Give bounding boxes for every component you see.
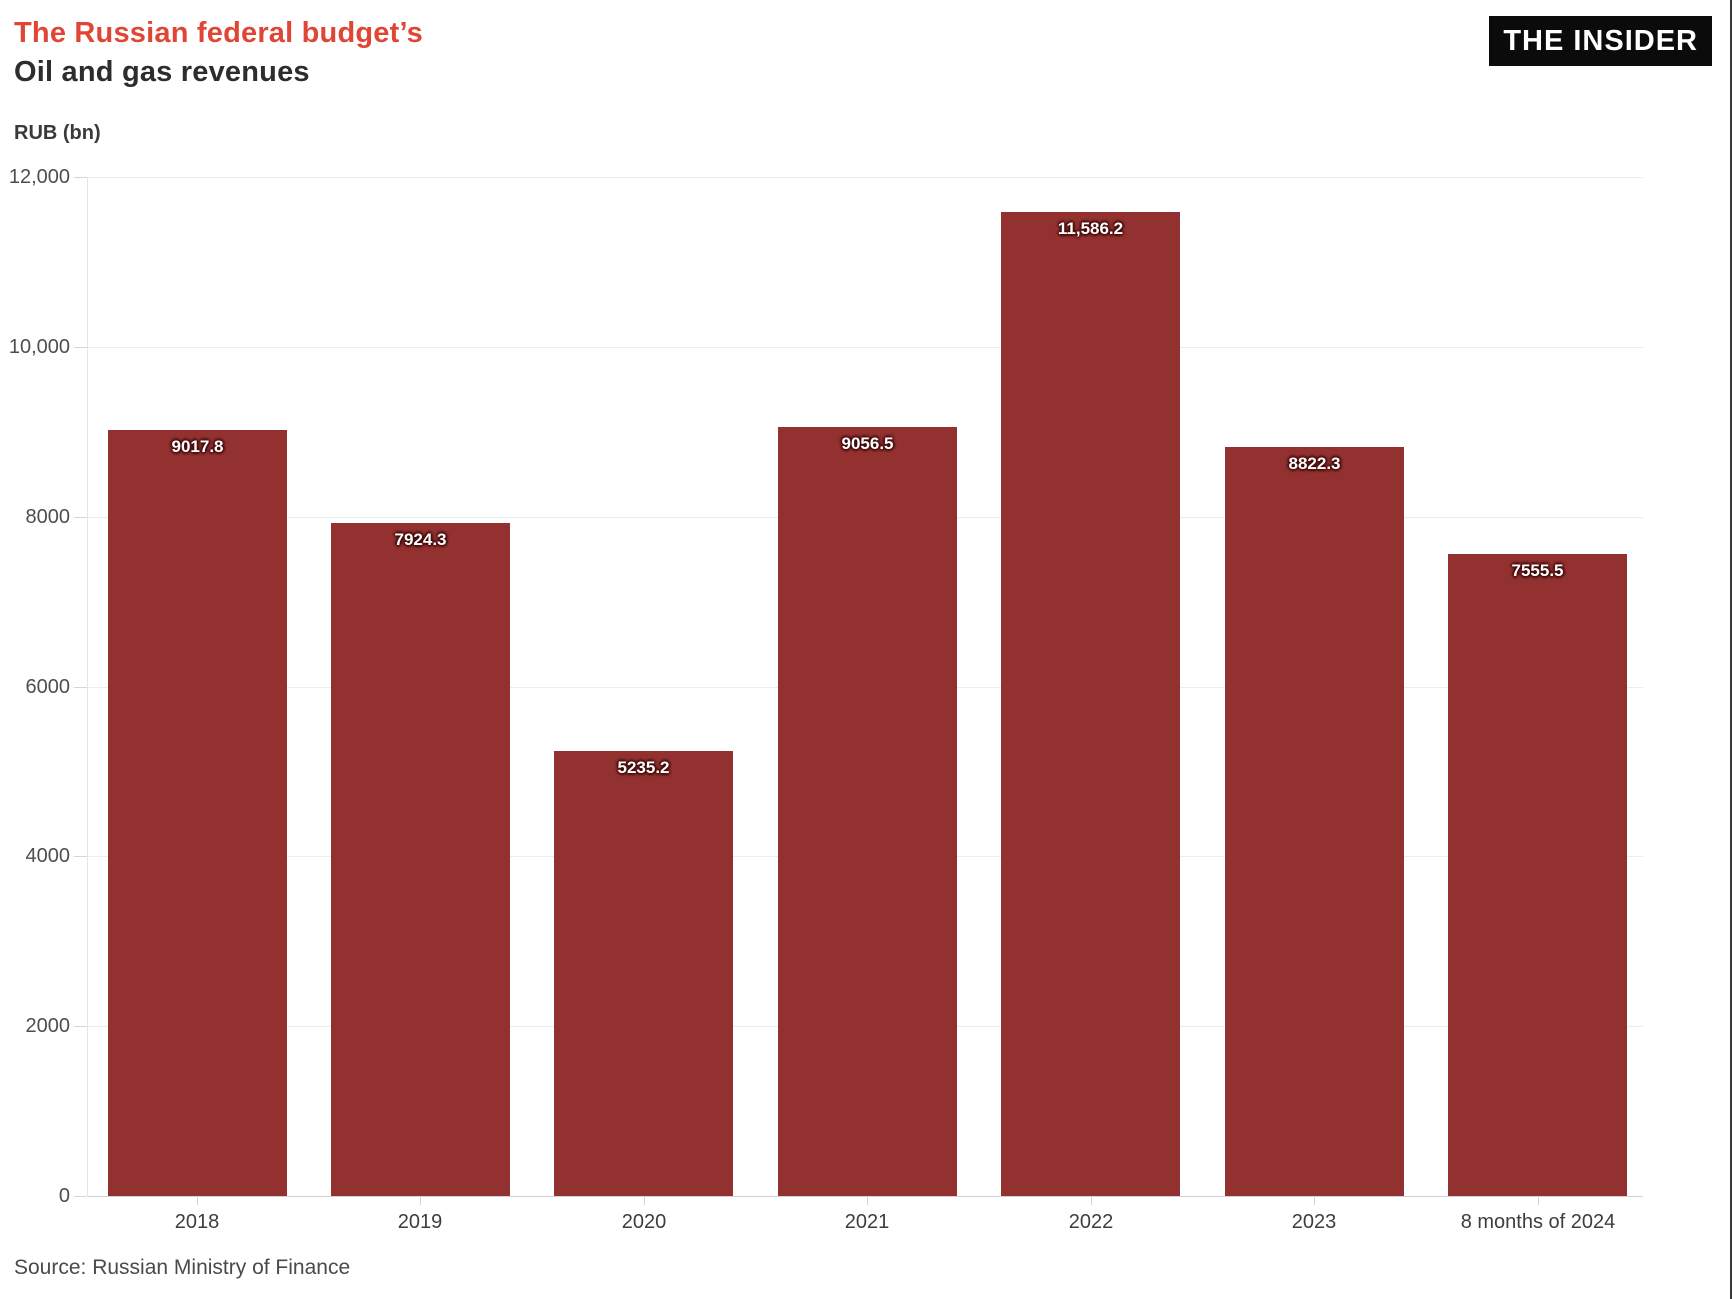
bar-value-label: 9056.5: [841, 434, 894, 453]
y-axis-tick: [74, 177, 87, 178]
bar-8 months of 2024: [1448, 554, 1627, 1196]
y-axis-tick: [74, 686, 87, 688]
bar-value-label: 7924.3: [394, 530, 447, 549]
y-tick-label: 8000: [25, 505, 71, 528]
y-tick-label: 0: [58, 1185, 70, 1207]
bar-value-label: 11,586.2: [1057, 219, 1124, 238]
y-axis-tick: [74, 346, 87, 348]
bar-2019: [331, 523, 510, 1196]
source-credit: Source: Russian Ministry of Finance: [14, 1256, 351, 1279]
x-category-label: 8 months of 2024: [1460, 1211, 1616, 1233]
bar-2022: [1001, 212, 1180, 1196]
bar-2018: [108, 430, 287, 1196]
y-axis-tick: [74, 856, 87, 858]
screenshot-right-edge: [1730, 0, 1732, 1299]
y-axis-tick: [74, 1196, 87, 1197]
x-category-label: 2022: [1068, 1211, 1114, 1233]
bar-2021: [778, 427, 957, 1196]
bar-2020: [554, 751, 733, 1196]
bar-value-label: 9017.8: [171, 437, 224, 456]
x-axis-baseline: [88, 1196, 1643, 1197]
title-main-line: Oil and gas revenues: [14, 56, 310, 88]
x-category-label: 2020: [621, 1211, 667, 1233]
x-axis-tick: [644, 1197, 645, 1205]
title-accent-line: The Russian federal budget’s: [14, 17, 423, 49]
x-axis-tick: [1314, 1197, 1315, 1205]
bar-value-label: 7555.5: [1511, 561, 1564, 580]
y-axis-unit-label: RUB (bn): [14, 122, 101, 144]
bar-value-label: 5235.2: [617, 758, 670, 777]
x-axis-tick: [1538, 1197, 1539, 1205]
the-insider-logo: THE INSIDER: [1489, 16, 1712, 66]
x-axis-tick: [420, 1197, 421, 1205]
x-category-label: 2023: [1291, 1211, 1337, 1233]
y-axis-tick: [74, 1026, 87, 1028]
gridline-y-10000: [88, 346, 1643, 348]
y-tick-label: 4000: [25, 845, 71, 868]
x-category-label: 2019: [397, 1211, 443, 1233]
bar-2023: [1225, 447, 1404, 1196]
y-tick-label: 2000: [25, 1015, 71, 1038]
x-axis-tick: [867, 1197, 868, 1205]
x-axis-tick: [1091, 1197, 1092, 1205]
gridline-y-12000: [88, 177, 1643, 178]
bar-value-label: 8822.3: [1288, 454, 1341, 473]
y-tick-label: 10,000: [8, 335, 70, 358]
y-tick-label: 12,000: [8, 166, 70, 188]
y-tick-label: 6000: [25, 675, 71, 698]
y-axis-line: [87, 177, 88, 1196]
x-category-label: 2021: [844, 1211, 890, 1233]
y-axis-tick: [74, 516, 87, 518]
x-category-label: 2018: [174, 1211, 220, 1233]
chart-title-block: The Russian federal budget’s Oil and gas…: [14, 14, 423, 92]
x-axis-tick: [197, 1197, 198, 1205]
